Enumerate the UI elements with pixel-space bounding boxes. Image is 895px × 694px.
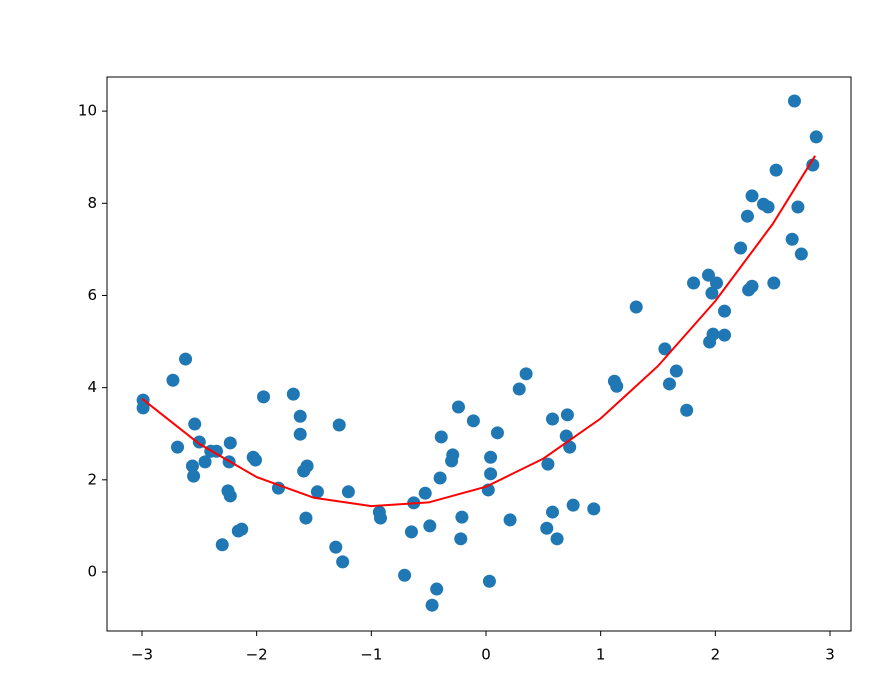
point: [257, 390, 271, 404]
point: [336, 555, 350, 569]
point: [466, 414, 480, 428]
plot-frame: [106, 76, 852, 632]
point: [310, 485, 324, 499]
point: [566, 498, 580, 512]
point: [433, 471, 447, 485]
point: [300, 459, 314, 473]
point: [701, 268, 715, 282]
point: [718, 328, 732, 342]
point: [769, 163, 783, 177]
point: [587, 502, 601, 516]
point: [423, 519, 437, 533]
point: [787, 94, 801, 108]
y-tick-label: 2: [87, 470, 97, 488]
point: [484, 467, 498, 481]
point: [546, 505, 560, 519]
point: [740, 209, 754, 223]
point: [809, 130, 823, 144]
point: [745, 279, 759, 293]
y-tick-label: 8: [87, 194, 97, 212]
point: [658, 342, 672, 356]
point: [745, 189, 759, 203]
point: [482, 574, 496, 588]
point: [610, 379, 624, 393]
point: [761, 200, 775, 214]
point: [210, 444, 224, 458]
point: [286, 387, 300, 401]
point: [767, 276, 781, 290]
point: [373, 511, 387, 525]
point: [271, 481, 285, 495]
point: [454, 532, 468, 546]
point: [293, 427, 307, 441]
point: [187, 469, 201, 483]
point: [185, 459, 199, 473]
point: [519, 367, 533, 381]
point: [434, 430, 448, 444]
point: [329, 540, 343, 554]
point: [404, 525, 418, 539]
point: [490, 426, 504, 440]
y-tick-label: 6: [87, 286, 97, 304]
point: [662, 377, 676, 391]
point: [718, 304, 732, 318]
point: [223, 436, 237, 450]
y-tick-label: 4: [87, 378, 97, 396]
y-tick-label: 0: [87, 563, 97, 581]
point: [629, 300, 643, 314]
point: [546, 412, 560, 426]
x-tick-label: 1: [596, 646, 606, 664]
point: [223, 489, 237, 503]
point: [541, 457, 555, 471]
point: [706, 327, 720, 341]
point: [188, 417, 202, 431]
x-tick-label: 0: [481, 646, 491, 664]
fit-line: [141, 155, 816, 508]
point: [455, 510, 469, 524]
point: [235, 522, 249, 536]
x-tick-label: −2: [246, 646, 268, 664]
point: [332, 418, 346, 432]
point: [484, 450, 498, 464]
point: [430, 582, 444, 596]
point: [451, 400, 465, 414]
x-tick-label: 3: [825, 646, 835, 664]
point: [680, 403, 694, 417]
point: [550, 532, 564, 546]
point: [198, 455, 212, 469]
point: [806, 158, 820, 172]
point: [425, 598, 439, 612]
point: [293, 409, 307, 423]
point: [791, 200, 805, 214]
x-tick-label: −1: [360, 646, 382, 664]
point: [166, 373, 180, 387]
point: [171, 440, 185, 454]
point: [398, 568, 412, 582]
point: [299, 511, 313, 525]
point: [669, 364, 683, 378]
point: [215, 538, 229, 552]
point: [512, 382, 526, 396]
point: [503, 513, 517, 527]
point: [446, 448, 460, 462]
point: [179, 352, 193, 366]
point: [560, 408, 574, 422]
point: [734, 241, 748, 255]
point: [794, 247, 808, 261]
point: [785, 232, 799, 246]
point: [418, 486, 432, 500]
point: [563, 440, 577, 454]
point: [249, 453, 263, 467]
point: [540, 521, 554, 535]
point: [687, 276, 701, 290]
x-tick-label: 2: [711, 646, 721, 664]
y-tick-label: 10: [78, 102, 97, 120]
point: [705, 286, 719, 300]
x-tick-label: −3: [131, 646, 153, 664]
point: [341, 485, 355, 499]
point: [709, 276, 723, 290]
